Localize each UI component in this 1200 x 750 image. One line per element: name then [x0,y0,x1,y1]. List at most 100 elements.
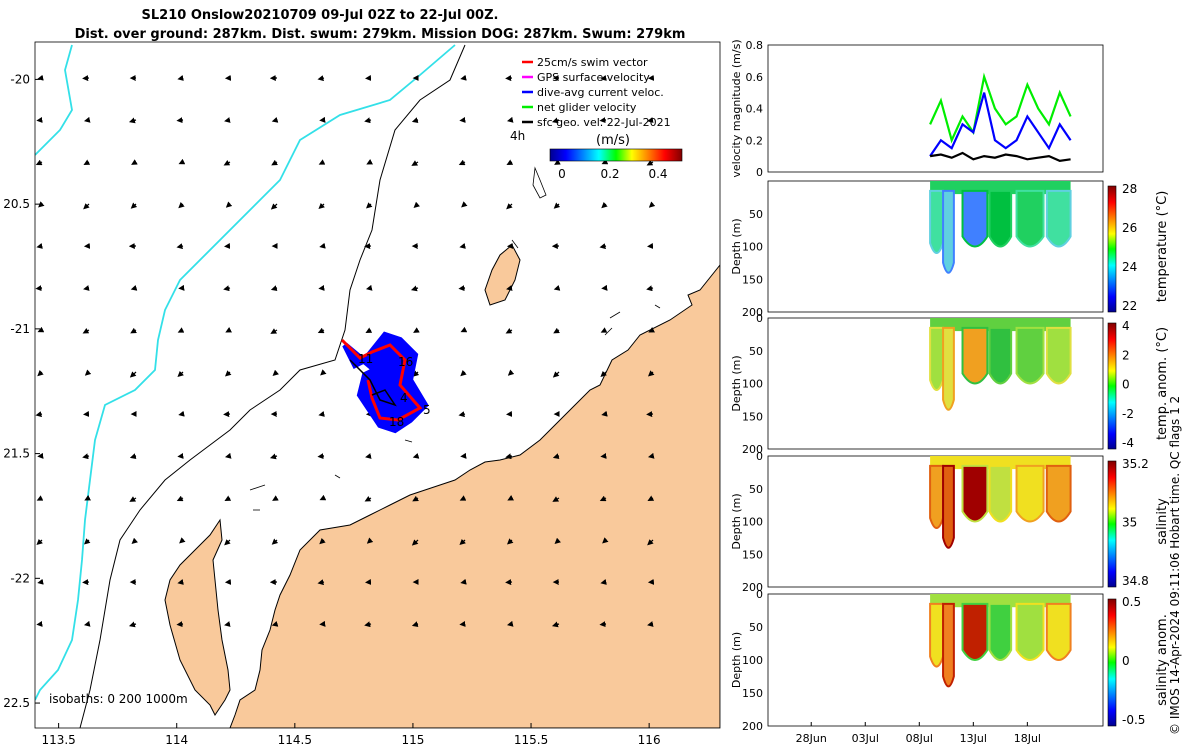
colorbar-tick: 34.8 [1122,574,1149,588]
isobaths-label: isobaths: 0 200 1000m [49,692,188,706]
panel-colorbar [1107,598,1117,727]
velocity-series-line [929,92,1072,157]
depth-ytick: 100 [742,516,763,529]
depth-ylabel: Depth (m) [730,632,743,688]
profile-dive [1045,189,1072,248]
velocity-ylabel: velocity magnitude (m/s) [730,39,743,177]
legend-entry: net glider velocity [537,101,637,114]
chart-title-line1: SL210 Onslow20210709 09-Jul 02Z to 22-Ju… [141,8,499,23]
surface-velocity-arrows [35,74,656,628]
colorbar-label: salinity [1155,498,1170,545]
colorbar-label: (m/s) [596,133,630,148]
depth-ytick: 0 [756,450,763,463]
land-peninsula [164,518,231,716]
colorbar-tick: 26 [1122,221,1137,235]
colorbar-tick: -2 [1122,407,1134,421]
land-island [484,244,521,306]
velocity-colorbar [549,148,683,162]
map-xtick: 114.5 [278,733,312,747]
panel-colorbar [1107,322,1117,450]
profile-dive [1015,602,1045,661]
colorbar-tick: 0 [1122,378,1130,392]
glider-track [340,331,429,434]
colorbar-label: salinity anom. [1155,614,1170,706]
colorbar-tick: 35 [1122,516,1137,530]
colorbar-tick: 28 [1122,182,1137,196]
profile-dive [942,464,955,549]
date-xtick: 08Jul [906,732,933,745]
profile-dive [988,602,1013,661]
depth-ytick: 200 [742,443,763,456]
depth-ytick: 50 [749,345,763,358]
velocity-series-line [929,151,1071,163]
velocity-ytick: 0.8 [746,39,764,52]
depth-ylabel: Depth (m) [730,218,743,274]
depth-ytick: 150 [742,273,763,286]
chart-title-line2: Dist. over ground: 287km. Dist. swum: 27… [74,27,686,42]
track-label-5: 5 [423,403,431,417]
profile-dive [929,326,945,392]
colorbar-tick: 0.2 [600,167,619,181]
depth-ytick: 150 [742,687,763,700]
map-xtick: 116 [638,733,661,747]
colorbar-tick: -0.5 [1122,713,1145,727]
map-xtick: 115.5 [514,733,548,747]
depth-ytick: 200 [742,720,763,733]
profile-dive [942,326,955,411]
date-xtick: 28Jun [796,732,827,745]
map-ytick: 21.5 [3,447,30,461]
profile-dive [1015,464,1045,523]
depth-ytick: 100 [742,654,763,667]
profile-dive [1015,189,1045,248]
depth-ytick: 100 [742,241,763,254]
track-label-4: 4 [400,391,408,405]
colorbar-tick: 0.5 [1122,595,1141,609]
depth-ytick: 200 [742,306,763,319]
map-ytick: 22.5 [3,696,30,710]
colorbar-label: temp. anom. (°C) [1155,327,1170,440]
track-label-11: 11 [358,352,373,366]
map-ytick: -22 [10,571,30,585]
profile-dive [942,602,955,688]
depth-ytick: 200 [742,581,763,594]
map-legend: 25cm/s swim vector GPS surface velocity di… [522,56,671,129]
panel-colorbar [1107,460,1117,588]
land-mainland [229,264,720,728]
velocity-series-line [929,72,1072,144]
profile-dive [961,189,989,248]
profile-dive [929,602,945,668]
depth-ylabel: Depth (m) [730,355,743,411]
profile-dive [942,189,955,274]
track-labels: 11 16 4 5 18 [358,352,431,429]
isobath-200 [79,44,466,728]
time-label: 4h [510,129,525,143]
colorbar-label: temperature (°C) [1155,191,1170,303]
depth-ylabel: Depth (m) [730,493,743,549]
isobath-1000 [35,44,456,701]
profile-dive [1045,602,1072,661]
colorbar-tick: 35.2 [1122,457,1149,471]
panel-colorbar [1107,185,1117,313]
velocity-panel [767,44,1104,173]
depth-ytick: 100 [742,378,763,391]
legend-entry: 25cm/s swim vector [537,56,648,69]
colorbar-tick: 0.4 [648,167,667,181]
colorbar-tick: 22 [1122,299,1137,313]
profile-dive [929,189,945,255]
depth-ytick: 50 [749,621,763,634]
velocity-ytick: 0.4 [746,103,764,116]
legend-entry: sfc geo. vel. 22-Jul-2021 [537,116,671,129]
profile-dive [988,464,1013,523]
map-ytick: 20.5 [3,197,30,211]
date-xtick: 13Jul [960,732,987,745]
legend-entry: GPS surface velocity [537,71,650,84]
velocity-ytick: 0.6 [746,71,764,84]
depth-ytick: 0 [756,312,763,325]
depth-ytick: 0 [756,588,763,601]
profile-dive [988,189,1013,248]
colorbar-tick: 4 [1122,319,1130,333]
depth-ytick: 50 [749,208,763,221]
profile-dive [988,326,1013,385]
depth-ytick: 150 [742,548,763,561]
